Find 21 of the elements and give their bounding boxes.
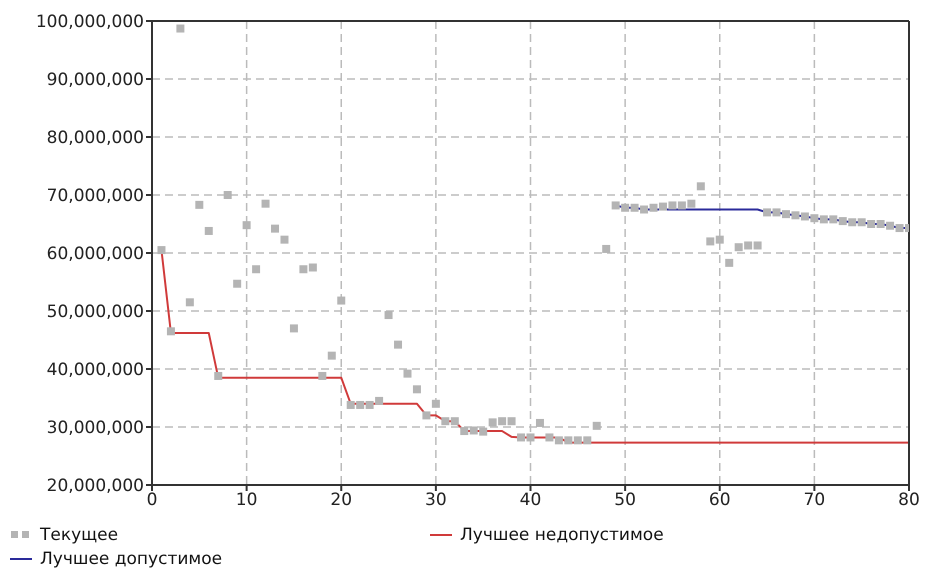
x-tick-label: 50: [614, 490, 636, 510]
y-tick-label: 20,000,000: [46, 476, 144, 496]
legend-label: Лучшее допустимое: [40, 549, 222, 569]
x-tick-label: 20: [330, 490, 352, 510]
x-tick-label: 80: [898, 490, 920, 510]
x-tick-label: 0: [146, 490, 158, 510]
x-tick-label: 40: [520, 490, 542, 510]
x-tick-label: 60: [708, 490, 731, 510]
y-tick-label: 70,000,000: [46, 186, 144, 206]
y-tick-label: 50,000,000: [46, 302, 144, 322]
y-tick-label: 30,000,000: [46, 418, 144, 438]
x-tick-label: 10: [236, 490, 258, 510]
y-tick-label: 40,000,000: [46, 360, 144, 380]
legend-label: Лучшее недопустимое: [460, 525, 664, 545]
y-tick-label: 80,000,000: [46, 128, 144, 148]
x-tick-label: 30: [425, 490, 447, 510]
y-tick-label: 100,000,000: [36, 12, 144, 32]
y-tick-label: 60,000,000: [46, 244, 144, 264]
legend-label: Текущее: [40, 525, 118, 545]
x-tick-label: 70: [804, 490, 826, 510]
y-tick-label: 90,000,000: [46, 70, 144, 90]
